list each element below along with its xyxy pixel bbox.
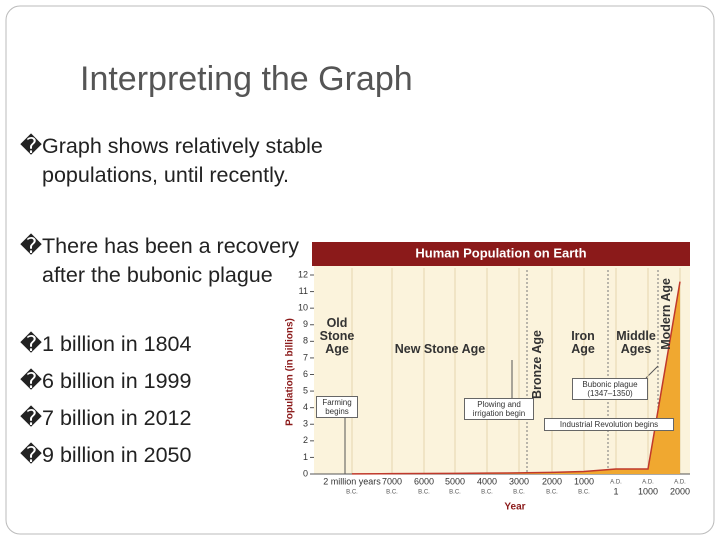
bullet-marker: � xyxy=(20,443,43,467)
x-tick-era: B.C. xyxy=(346,490,358,496)
y-tick-label: 5 xyxy=(303,385,308,395)
y-tick-label: 12 xyxy=(298,269,308,279)
bullet-text: 7 billion in 2012 xyxy=(42,406,192,430)
x-tick-label: 7000 xyxy=(382,476,402,486)
era-label: Old Stone Age xyxy=(319,316,355,356)
y-tick-label: 0 xyxy=(303,468,308,478)
annotation: Industrial Revolution begins xyxy=(544,418,674,431)
bullet-text: 9 billion in 2050 xyxy=(42,443,192,467)
population-line xyxy=(351,281,681,475)
y-tick-label: 3 xyxy=(303,419,308,429)
y-tick-label: 11 xyxy=(299,286,308,296)
annotation: Farming begins xyxy=(316,396,358,418)
x-tick-era: A.D. xyxy=(642,480,654,486)
x-tick-label: 2000 xyxy=(542,476,562,486)
x-tick-label: 5000 xyxy=(445,476,465,486)
y-tick-label: 10 xyxy=(298,303,308,313)
x-axis-title: Year xyxy=(504,502,525,513)
y-tick-label: 7 xyxy=(303,352,308,362)
x-tick-label: 1000 xyxy=(574,476,594,486)
bullet-marker: � xyxy=(20,332,43,356)
x-tick-era: B.C. xyxy=(449,490,461,496)
y-tick-label: 6 xyxy=(303,369,308,379)
bullet-text: There has been a recovery after the bubo… xyxy=(42,234,299,287)
era-label: Modern Age xyxy=(659,278,673,350)
x-tick-label: 3000 xyxy=(509,476,529,486)
era-label: Middle Ages xyxy=(616,329,656,356)
era-label: Bronze Age xyxy=(530,330,544,399)
era-label: New Stone Age xyxy=(394,342,486,356)
x-tick-era: B.C. xyxy=(578,490,590,496)
bullet: �6 billion in 1999 xyxy=(20,367,342,396)
bullet: �There has been a recovery after the bub… xyxy=(20,232,342,290)
x-tick-label: 6000 xyxy=(414,476,434,486)
annotation: Plowing and irrigation begin xyxy=(464,398,534,420)
bullet: �7 billion in 2012 xyxy=(20,404,342,433)
era-label: Iron Age xyxy=(571,329,595,356)
x-tick-label: 2 million years xyxy=(323,476,381,486)
x-tick-label: 1 xyxy=(613,486,618,496)
y-tick-label: 2 xyxy=(303,435,308,445)
annotation: Bubonic plague (1347–1350) xyxy=(572,378,648,400)
y-tick-label: 4 xyxy=(303,402,308,412)
bullet-marker: � xyxy=(20,369,43,393)
x-tick-era: A.D. xyxy=(610,480,622,486)
x-tick-era: B.C. xyxy=(481,490,493,496)
x-tick-era: B.C. xyxy=(418,490,430,496)
bullet: �Graph shows relatively stable populatio… xyxy=(20,132,342,190)
bullet-text: 1 billion in 1804 xyxy=(42,332,192,356)
x-tick-era: B.C. xyxy=(386,490,398,496)
y-tick-label: 8 xyxy=(303,336,308,346)
y-tick-label: 1 xyxy=(303,452,308,462)
plot-background xyxy=(314,265,690,474)
y-tick-label: 9 xyxy=(303,319,308,329)
chart-title: Human Population on Earth xyxy=(415,245,586,260)
x-tick-label: 4000 xyxy=(477,476,497,486)
x-tick-era: A.D. xyxy=(674,480,686,486)
x-tick-label: 1000 xyxy=(638,486,658,496)
slide-title: Interpreting the Graph xyxy=(80,60,413,98)
bullet-marker: � xyxy=(20,406,43,430)
bullet: �1 billion in 1804 xyxy=(20,330,342,359)
bullet-marker: � xyxy=(20,134,43,158)
bullet: �9 billion in 2050 xyxy=(20,441,342,470)
x-tick-era: B.C. xyxy=(546,490,558,496)
x-tick-label: 2000 xyxy=(670,486,690,496)
chart-header xyxy=(312,242,690,266)
x-tick-era: B.C. xyxy=(513,490,525,496)
bullet-text: Graph shows relatively stable population… xyxy=(42,134,323,187)
slide-border xyxy=(5,5,715,535)
bullet-text: 6 billion in 1999 xyxy=(42,369,192,393)
bullet-marker: � xyxy=(20,234,43,258)
y-axis-title: Population (in billions) xyxy=(285,318,296,426)
